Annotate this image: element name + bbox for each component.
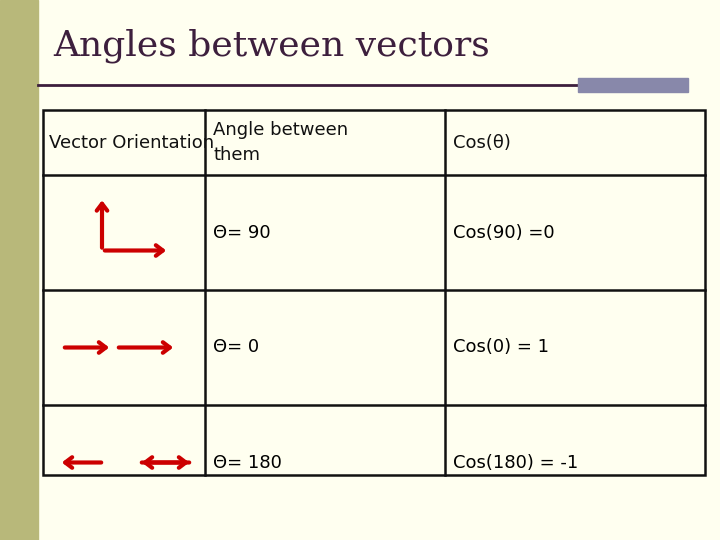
Text: Angles between vectors: Angles between vectors — [53, 29, 490, 63]
Text: Θ= 90: Θ= 90 — [213, 224, 271, 241]
Text: Θ= 0: Θ= 0 — [213, 339, 259, 356]
Text: Cos(0) = 1: Cos(0) = 1 — [453, 339, 549, 356]
Text: Cos(θ): Cos(θ) — [453, 133, 511, 152]
Text: Cos(90) =0: Cos(90) =0 — [453, 224, 554, 241]
Text: Angle between
them: Angle between them — [213, 121, 348, 164]
Text: Θ= 180: Θ= 180 — [213, 454, 282, 471]
Text: Cos(180) = -1: Cos(180) = -1 — [453, 454, 578, 471]
Text: Vector Orientation: Vector Orientation — [49, 133, 214, 152]
Bar — [43, 110, 705, 475]
Bar — [578, 78, 688, 92]
Bar — [0, 0, 38, 540]
